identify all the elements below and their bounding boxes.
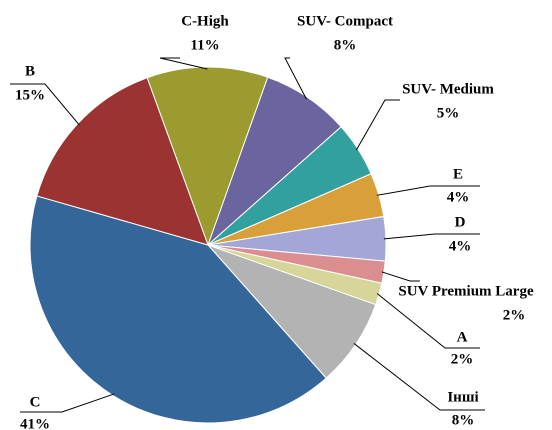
leader-line	[284, 57, 307, 100]
value-label: 11%	[190, 37, 219, 53]
slice-label: A	[457, 329, 468, 345]
value-label: 4%	[449, 238, 472, 254]
slice-label: C-High	[181, 13, 229, 29]
leader-line	[159, 57, 208, 70]
value-label: 15%	[15, 87, 45, 103]
leader-line	[376, 185, 480, 196]
slice-label: D	[455, 214, 466, 230]
leader-line	[353, 343, 485, 411]
slice-label: SUV- Medium	[402, 81, 494, 97]
slice-label: Інші	[447, 389, 478, 405]
pie-slice	[146, 66, 269, 247]
value-label: 2%	[503, 307, 526, 323]
value-label: 5%	[437, 105, 460, 121]
leader-line	[10, 83, 80, 126]
slice-label: SUV Premium Large	[398, 283, 534, 299]
value-label: 2%	[451, 351, 474, 367]
value-label: 8%	[334, 37, 357, 53]
leader-line	[355, 99, 400, 151]
leader-line	[383, 233, 480, 240]
slice-label: E	[453, 166, 463, 182]
leader-line	[376, 293, 480, 349]
slice-label: C	[30, 394, 41, 410]
pie-slice	[207, 76, 342, 246]
slice-label: SUV- Compact	[297, 13, 393, 29]
value-label: 8%	[452, 412, 475, 428]
value-label: 41%	[20, 416, 50, 430]
value-label: 4%	[447, 189, 470, 205]
slice-label: B	[25, 63, 35, 79]
leader-line	[381, 271, 420, 282]
leader-line	[20, 393, 115, 413]
pie-slice	[29, 195, 327, 424]
